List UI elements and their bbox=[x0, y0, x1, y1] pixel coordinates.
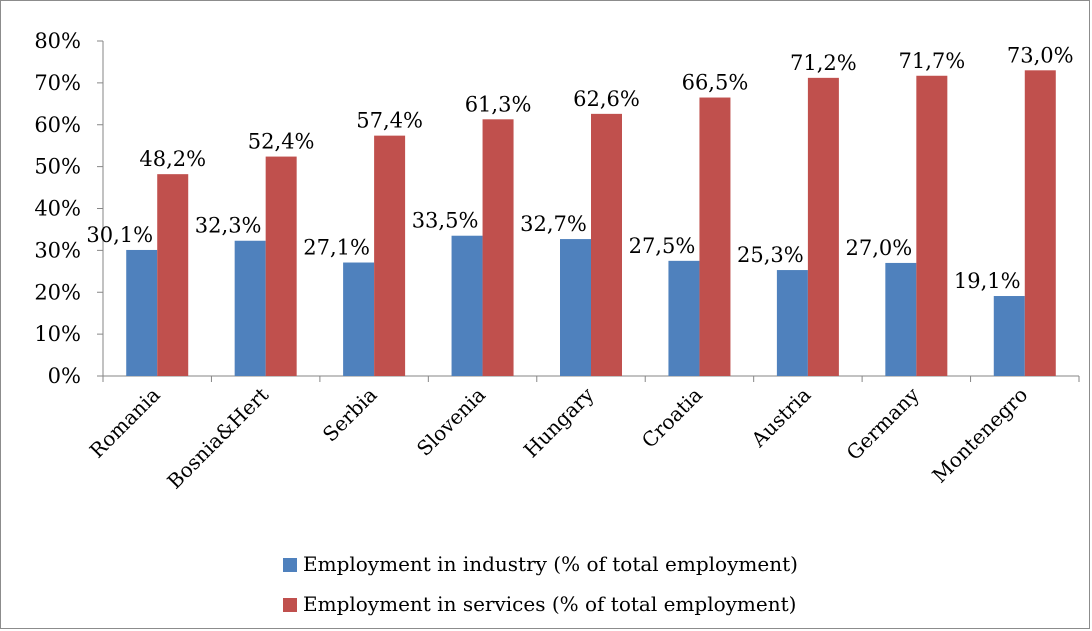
data-label-series-1: 27,5% bbox=[629, 234, 696, 258]
data-label-series-1: 25,3% bbox=[737, 243, 804, 267]
bar-series-1 bbox=[126, 249, 158, 376]
bars bbox=[126, 70, 1056, 377]
data-label-series-2: 57,4% bbox=[356, 109, 423, 133]
bar-series-1 bbox=[668, 260, 700, 376]
bar-series-2 bbox=[265, 156, 297, 376]
bar-series-2 bbox=[374, 135, 406, 376]
bar-series-1 bbox=[451, 235, 483, 376]
data-label-series-2: 73,0% bbox=[1007, 43, 1074, 67]
category-label: Germany bbox=[842, 382, 925, 465]
y-tick-label: 10% bbox=[34, 322, 81, 346]
bar-series-2 bbox=[591, 113, 622, 377]
category-label: Slovenia bbox=[412, 383, 490, 461]
bar-series-2 bbox=[482, 119, 514, 377]
data-label-series-2: 48,2% bbox=[139, 147, 206, 171]
legend: Employment in industry (% of total emplo… bbox=[283, 552, 798, 616]
data-label-series-2: 71,2% bbox=[790, 51, 857, 75]
data-label-series-1: 32,7% bbox=[520, 212, 587, 236]
legend-swatch bbox=[283, 558, 297, 572]
y-tick-label: 0% bbox=[48, 364, 81, 388]
data-label-series-1: 27,0% bbox=[845, 236, 912, 260]
data-label-series-2: 71,7% bbox=[898, 49, 965, 73]
category-label: Croatia bbox=[637, 383, 707, 453]
bar-series-1 bbox=[885, 262, 917, 376]
bar-series-2 bbox=[807, 77, 839, 376]
category-label: Hungary bbox=[519, 382, 599, 462]
y-tick-label: 20% bbox=[34, 280, 81, 304]
category-label: Romania bbox=[85, 383, 165, 463]
y-tick-label: 60% bbox=[34, 113, 81, 137]
data-label-series-1: 30,1% bbox=[86, 223, 153, 247]
data-label-series-1: 27,1% bbox=[303, 236, 370, 260]
data-label-series-1: 32,3% bbox=[195, 214, 262, 238]
bar-series-1 bbox=[776, 270, 808, 376]
y-tick-label: 70% bbox=[34, 71, 81, 95]
data-label-series-2: 61,3% bbox=[465, 92, 532, 116]
bar-series-2 bbox=[157, 174, 189, 376]
category-label: Serbia bbox=[318, 383, 382, 447]
bar-series-1 bbox=[343, 262, 375, 376]
data-label-series-1: 19,1% bbox=[954, 269, 1021, 293]
y-tick-label: 40% bbox=[34, 197, 81, 221]
legend-swatch bbox=[283, 598, 297, 612]
data-label-series-2: 52,4% bbox=[248, 130, 315, 154]
bar-series-1 bbox=[560, 239, 591, 376]
category-label: Austria bbox=[746, 383, 816, 453]
category-label: Montenegro bbox=[927, 383, 1032, 488]
y-tick-label: 50% bbox=[34, 155, 81, 179]
bar-series-1 bbox=[234, 240, 266, 376]
bar-series-2 bbox=[699, 97, 731, 376]
data-label-series-1: 33,5% bbox=[412, 209, 479, 233]
bar-series-2 bbox=[1024, 70, 1056, 376]
data-labels: 30,1% 32,3% 27,1% 33,5% 32,7% 27,5% 25,3% 27,0%… bbox=[86, 43, 1073, 293]
y-axis: 0% 10% 20% 30% 40% 50% 60% 70% 80% bbox=[34, 29, 104, 388]
bar-series-2 bbox=[916, 75, 948, 376]
y-tick-label: 80% bbox=[34, 29, 81, 53]
y-tick-label: 30% bbox=[34, 238, 81, 262]
data-label-series-2: 62,6% bbox=[573, 87, 640, 111]
legend-label: Employment in services (% of total emplo… bbox=[303, 592, 796, 616]
bar-series-1 bbox=[993, 296, 1025, 376]
category-label: Bosnia&Hert bbox=[162, 383, 273, 494]
legend-label: Employment in industry (% of total emplo… bbox=[303, 552, 798, 576]
data-label-series-2: 66,5% bbox=[682, 71, 749, 95]
